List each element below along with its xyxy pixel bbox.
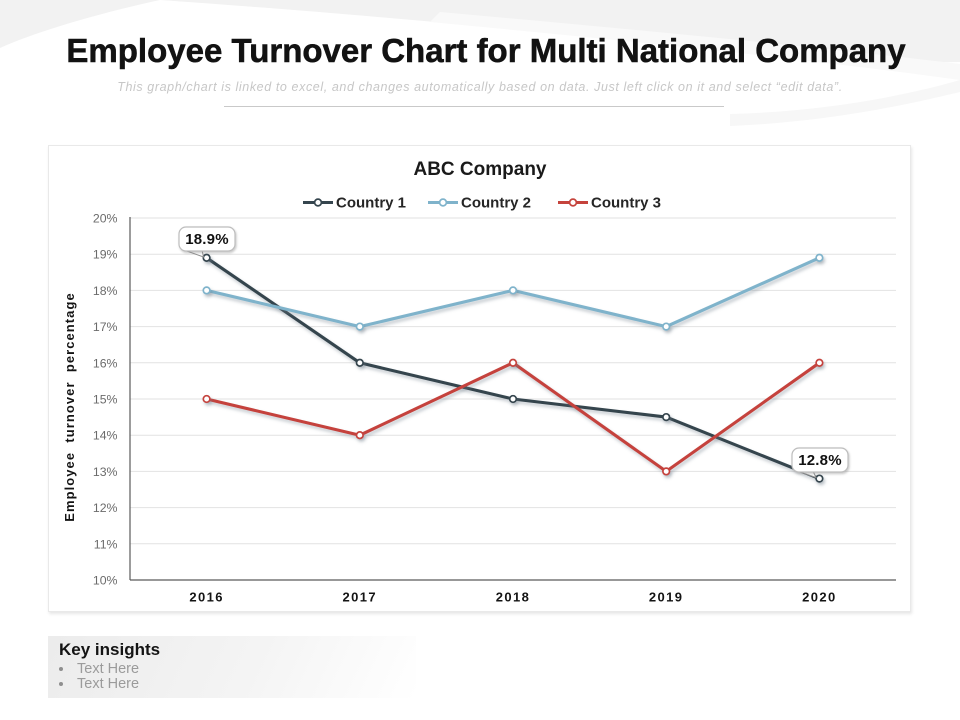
svg-text:19%: 19% [93,248,118,262]
svg-text:Country 1: Country 1 [336,195,406,212]
svg-text:17%: 17% [93,320,118,334]
svg-text:10%: 10% [93,574,118,588]
svg-text:15%: 15% [93,393,118,407]
svg-text:18.9%: 18.9% [185,231,229,248]
svg-text:13%: 13% [93,465,118,479]
svg-text:Country 3: Country 3 [591,195,661,212]
svg-text:2016: 2016 [189,590,224,605]
svg-text:2020: 2020 [802,590,837,605]
svg-text:Employee turnover percentage: Employee turnover percentage [62,292,77,521]
svg-text:14%: 14% [93,429,118,443]
svg-text:2018: 2018 [496,590,531,605]
svg-text:20%: 20% [93,212,118,226]
svg-text:12%: 12% [93,501,118,515]
svg-text:12.8%: 12.8% [798,452,842,469]
svg-text:11%: 11% [94,537,118,551]
svg-text:ABC Company: ABC Company [413,159,546,180]
svg-text:16%: 16% [93,356,118,370]
svg-text:Country 2: Country 2 [461,195,531,212]
svg-text:2017: 2017 [343,590,378,605]
svg-text:2019: 2019 [649,590,684,605]
svg-text:18%: 18% [93,284,118,298]
